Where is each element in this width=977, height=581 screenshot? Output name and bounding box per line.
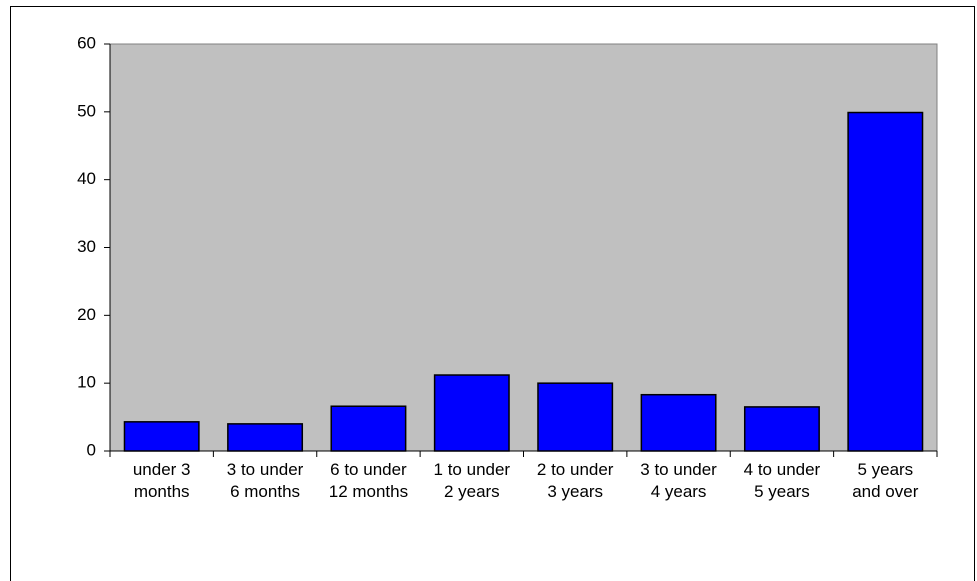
x-tick-label-line: 3 to under bbox=[640, 460, 717, 479]
bar bbox=[537, 382, 614, 452]
bar bbox=[847, 111, 924, 452]
x-tick-label: 6 to under 12 months bbox=[329, 460, 408, 501]
x-tick-label-line: 12 months bbox=[329, 482, 408, 501]
x-tick-label-line: and over bbox=[852, 482, 918, 501]
x-tick-label-line: 6 months bbox=[230, 482, 300, 501]
x-tick-label: 1 to under 2 years bbox=[434, 460, 511, 501]
x-tick-label-line: 5 years bbox=[754, 482, 810, 501]
bar bbox=[433, 374, 510, 452]
x-tick-label-line: 4 to under bbox=[744, 460, 821, 479]
x-tick-label: 2 to under 3 years bbox=[537, 460, 614, 501]
x-tick-label-line: 3 to under bbox=[227, 460, 304, 479]
x-tick-label: 5 years and over bbox=[852, 460, 918, 501]
x-tick-label-line: 2 to under bbox=[537, 460, 614, 479]
bar bbox=[227, 423, 304, 452]
plot-area bbox=[109, 43, 938, 452]
y-tick-label: 0 bbox=[87, 440, 96, 459]
x-tick-label-line: months bbox=[134, 482, 190, 501]
bar bbox=[743, 406, 820, 452]
x-tick-label-line: 3 years bbox=[547, 482, 603, 501]
x-tick-label-line: 4 years bbox=[651, 482, 707, 501]
bar bbox=[640, 393, 717, 452]
x-tick-label-line: 2 years bbox=[444, 482, 500, 501]
bar bbox=[123, 421, 200, 452]
x-tick-label: under 3 months bbox=[133, 460, 191, 501]
y-tick-label: 40 bbox=[77, 169, 96, 188]
y-tick-label: 30 bbox=[77, 237, 96, 256]
x-tick-label-line: 1 to under bbox=[434, 460, 511, 479]
x-tick-label-line: under 3 bbox=[133, 460, 191, 479]
y-tick-label: 10 bbox=[77, 373, 96, 392]
x-tick-label: 3 to under 4 years bbox=[640, 460, 717, 501]
x-tick-label: 4 to under 5 years bbox=[744, 460, 821, 501]
y-tick-label: 50 bbox=[77, 101, 96, 120]
bar bbox=[330, 405, 407, 452]
x-tick-label-line: 5 years bbox=[857, 460, 913, 479]
x-tick-label-line: 6 to under bbox=[330, 460, 407, 479]
y-tick-label: 20 bbox=[77, 305, 96, 324]
x-tick-label: 3 to under 6 months bbox=[227, 460, 304, 501]
y-tick-label: 60 bbox=[77, 33, 96, 52]
